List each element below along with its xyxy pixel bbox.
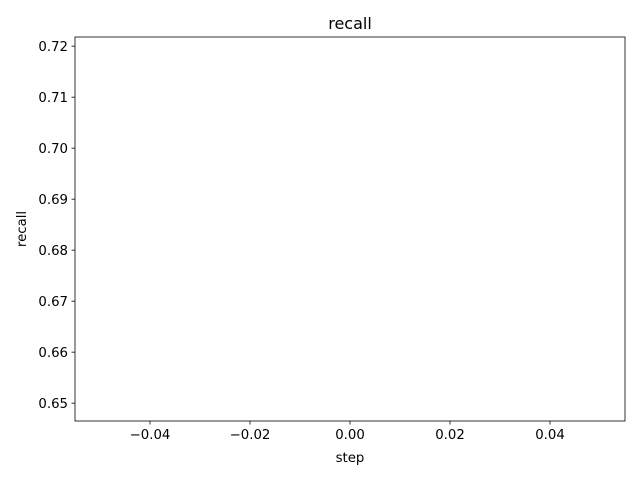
y-tick-label: 0.65 [38,397,68,412]
x-tick-label: −0.02 [230,428,271,443]
y-tick-label: 0.67 [38,295,68,310]
y-tick-label: 0.70 [38,142,68,157]
x-tick-label: 0.04 [535,428,565,443]
y-tick-label: 0.66 [38,346,68,361]
x-axis: −0.04 −0.02 0.00 0.02 0.04 [130,421,565,443]
x-tick-label: 0.00 [335,428,365,443]
y-tick-label: 0.72 [38,40,68,55]
y-tick-label: 0.71 [38,91,68,106]
y-axis-label: recall [15,211,30,247]
y-tick-label: 0.68 [38,244,68,259]
axes-frame [74,36,626,422]
y-axis: 0.65 0.66 0.67 0.68 0.69 0.70 0.71 0.72 [38,40,75,412]
y-tick-label: 0.69 [38,193,68,208]
x-tick-label: −0.04 [130,428,171,443]
x-tick-label: 0.02 [435,428,465,443]
x-axis-label: step [336,451,365,466]
chart-title: recall [328,14,372,33]
